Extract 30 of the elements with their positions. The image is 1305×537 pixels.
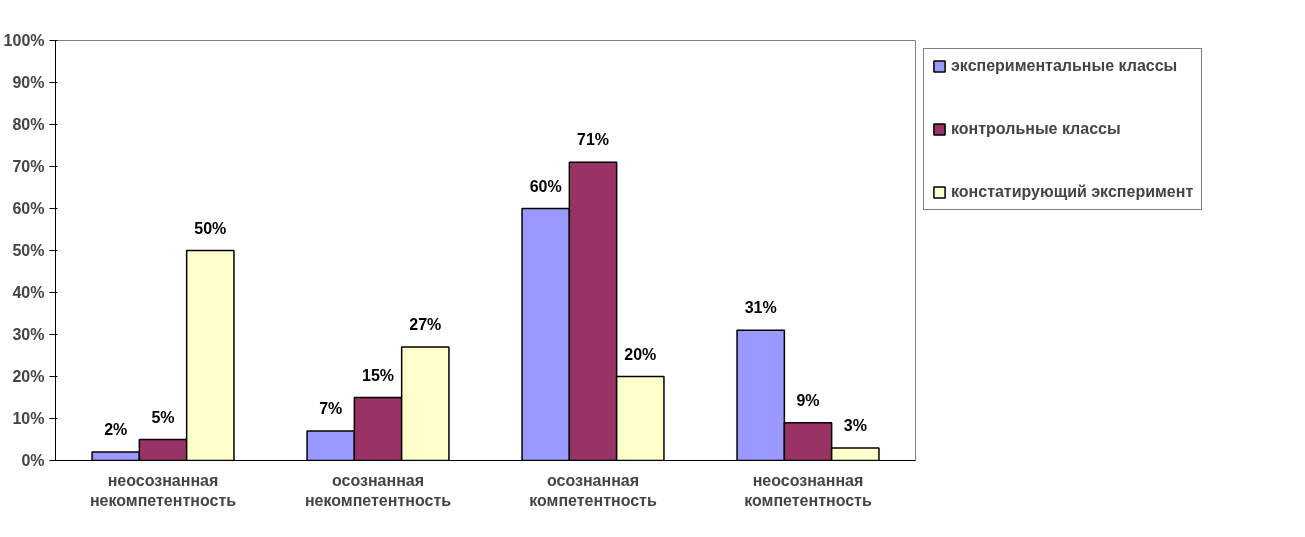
x-tick-label: осознанная компетентность [529,471,657,509]
y-tick-label: 0% [21,452,45,469]
y-tick-label: 90% [12,74,45,91]
data-label: 3% [843,416,867,434]
y-tick-label: 100% [3,32,45,49]
data-label: 9% [796,391,820,409]
legend-label: констатирующий эксперимент [951,183,1194,201]
data-label: 27% [409,316,442,334]
data-label: 60% [529,177,562,195]
y-tick-label: 80% [12,116,45,133]
data-label: 50% [194,219,227,237]
y-tick-label: 70% [12,158,45,175]
legend-label: экспериментальные классы [951,57,1178,75]
data-label: 31% [744,299,777,317]
y-tick-label: 50% [12,242,45,259]
x-tick-label: неосознанная компетентность [744,471,872,509]
data-label: 71% [576,131,610,149]
data-label: 7% [319,400,343,418]
data-label: 5% [151,408,175,426]
y-tick-label: 40% [12,284,45,301]
x-tick-label: осознанная некомпетентность [304,471,452,509]
x-tick-label: неосознанная некомпетентность [89,471,237,509]
data-label: 2% [104,421,128,439]
y-tick-label: 60% [12,200,45,217]
y-tick-label: 10% [12,410,45,427]
data-label: 15% [361,366,395,384]
data-label: 20% [624,345,657,363]
legend-label: контрольные классы [951,120,1121,138]
y-tick-label: 20% [12,368,45,385]
y-tick-label: 30% [12,326,45,343]
